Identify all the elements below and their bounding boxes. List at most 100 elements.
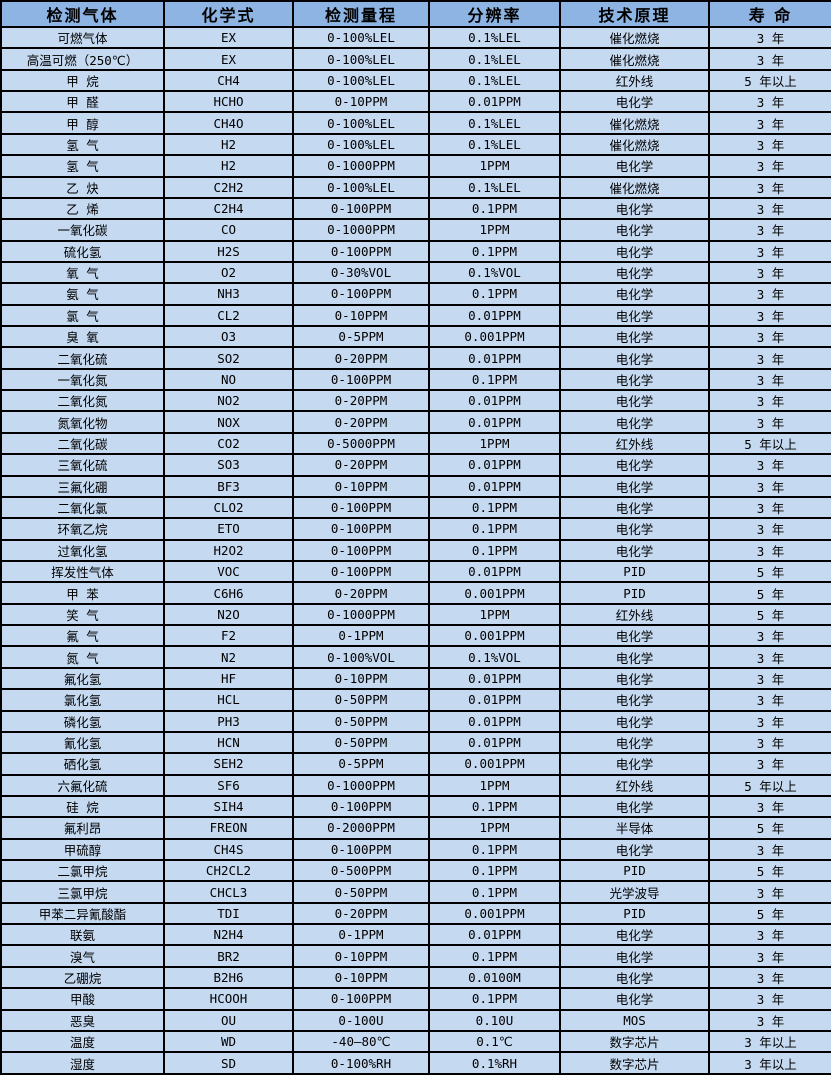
table-row: 甲硫醇 CH4S 0-100PPM 0.1PPM 电化学 3 年 (0, 837, 831, 862)
table-row: 氮氧化物 NOX 0-20PPM 0.01PPM 电化学 3 年 (0, 410, 831, 434)
cell-range: 0-100%RH (292, 1051, 430, 1075)
cell-life: 5 年以上 (708, 431, 831, 456)
cell-range: 0-100PPM (292, 837, 430, 862)
cell-gas: 氟 气 (0, 624, 165, 648)
cell-gas: 过氧化氢 (0, 538, 165, 563)
cell-principle: 光学波导 (559, 880, 710, 904)
cell-gas: 温度 (0, 1029, 165, 1054)
cell-principle: 电化学 (559, 453, 710, 477)
cell-life: 3 年 (708, 132, 831, 157)
cell-formula: WD (163, 1029, 294, 1054)
cell-range: 0-20PPM (292, 389, 430, 413)
cell-formula: O2 (163, 260, 294, 285)
cell-resolution: 1PPM (428, 431, 561, 456)
table-row: 一氧化碳 CO 0-1000PPM 1PPM 电化学 3 年 (0, 218, 831, 242)
cell-gas: 氮 气 (0, 645, 165, 669)
table-row: 氨 气 NH3 0-100PPM 0.1PPM 电化学 3 年 (0, 282, 831, 306)
table-row: 甲 醛 HCHO 0-10PPM 0.01PPM 电化学 3 年 (0, 90, 831, 114)
cell-principle: 电化学 (559, 730, 710, 755)
table-row: 磷化氢 PH3 0-50PPM 0.01PPM 电化学 3 年 (0, 709, 831, 733)
cell-formula: HCL (163, 688, 294, 712)
cell-gas: 二氯甲烷 (0, 858, 165, 883)
cell-resolution: 0.1PPM (428, 196, 561, 221)
column-header-range: 检测量程 (292, 0, 430, 28)
cell-gas: 氟利昂 (0, 816, 165, 840)
cell-range: 0-1PPM (292, 923, 430, 947)
cell-gas: 硅 烷 (0, 794, 165, 819)
cell-principle: 电化学 (559, 688, 710, 712)
cell-gas: 六氟化硫 (0, 773, 165, 797)
cell-life: 3 年 (708, 346, 831, 370)
cell-gas: 挥发性气体 (0, 559, 165, 584)
cell-range: 0-10PPM (292, 90, 430, 114)
cell-range: 0-50PPM (292, 880, 430, 904)
cell-formula: C6H6 (163, 581, 294, 605)
cell-gas: 二氧化氮 (0, 389, 165, 413)
cell-life: 5 年 (708, 816, 831, 840)
cell-resolution: 0.01PPM (428, 410, 561, 434)
column-header-resolution: 分辨率 (428, 0, 561, 28)
cell-range: 0-100PPM (292, 538, 430, 563)
cell-formula: CH2CL2 (163, 858, 294, 883)
cell-resolution: 0.1%LEL (428, 175, 561, 199)
table-row: 硒化氢 SEH2 0-5PPM 0.001PPM 电化学 3 年 (0, 752, 831, 776)
cell-resolution: 1PPM (428, 602, 561, 627)
table-row: 甲 醇 CH4O 0-100%LEL 0.1%LEL 催化燃烧 3 年 (0, 111, 831, 135)
cell-gas: 氯 气 (0, 303, 165, 328)
cell-formula: CO2 (163, 431, 294, 456)
cell-principle: 电化学 (559, 624, 710, 648)
cell-resolution: 0.01PPM (428, 666, 561, 691)
cell-gas: 氟化氢 (0, 666, 165, 691)
cell-formula: CL2 (163, 303, 294, 328)
cell-formula: N2O (163, 602, 294, 627)
cell-life: 3 年 (708, 688, 831, 712)
cell-principle: 电化学 (559, 944, 710, 968)
table-row: 二氧化碳 CO2 0-5000PPM 1PPM 红外线 5 年以上 (0, 431, 831, 456)
cell-life: 3 年 (708, 794, 831, 819)
cell-gas: 可燃气体 (0, 25, 165, 50)
table-row: 硅 烷 SIH4 0-100PPM 0.1PPM 电化学 3 年 (0, 794, 831, 819)
column-header-life: 寿 命 (708, 0, 831, 28)
cell-range: 0-100%LEL (292, 132, 430, 157)
table-row: 氧 气 O2 0-30%VOL 0.1%VOL 电化学 3 年 (0, 260, 831, 285)
cell-resolution: 0.1%LEL (428, 68, 561, 93)
cell-formula: TDI (163, 901, 294, 926)
cell-life: 3 年 (708, 196, 831, 221)
cell-gas: 联氨 (0, 923, 165, 947)
cell-formula: H2S (163, 239, 294, 263)
cell-range: 0-100U (292, 1008, 430, 1032)
cell-range: 0-20PPM (292, 346, 430, 370)
table-row: 高温可燃（250℃） EX 0-100%LEL 0.1%LEL 催化燃烧 3 年 (0, 47, 831, 71)
cell-gas: 氰化氢 (0, 730, 165, 755)
cell-range: 0-100PPM (292, 987, 430, 1011)
cell-life: 3 年 (708, 90, 831, 114)
cell-gas: 甲 醛 (0, 90, 165, 114)
cell-resolution: 0.1PPM (428, 282, 561, 306)
cell-gas: 三氯甲烷 (0, 880, 165, 904)
cell-range: 0-1000PPM (292, 218, 430, 242)
cell-life: 3 年 (708, 730, 831, 755)
cell-formula: BR2 (163, 944, 294, 968)
cell-life: 3 年 (708, 944, 831, 968)
cell-life: 3 年 (708, 923, 831, 947)
cell-range: 0-100%LEL (292, 111, 430, 135)
cell-gas: 甲 醇 (0, 111, 165, 135)
cell-life: 5 年以上 (708, 773, 831, 797)
table-row: 硫化氢 H2S 0-100PPM 0.1PPM 电化学 3 年 (0, 239, 831, 263)
cell-resolution: 0.01PPM (428, 474, 561, 498)
cell-range: 0-1000PPM (292, 773, 430, 797)
cell-principle: 催化燃烧 (559, 111, 710, 135)
cell-formula: CH4 (163, 68, 294, 93)
cell-range: -40—80℃ (292, 1029, 430, 1054)
cell-formula: N2H4 (163, 923, 294, 947)
table-row: 甲酸 HCOOH 0-100PPM 0.1PPM 电化学 3 年 (0, 987, 831, 1011)
cell-range: 0-100%VOL (292, 645, 430, 669)
cell-principle: 电化学 (559, 965, 710, 990)
cell-principle: 电化学 (559, 709, 710, 733)
cell-range: 0-20PPM (292, 410, 430, 434)
cell-life: 5 年 (708, 581, 831, 605)
cell-resolution: 0.01PPM (428, 709, 561, 733)
cell-life: 5 年 (708, 602, 831, 627)
cell-gas: 硒化氢 (0, 752, 165, 776)
cell-range: 0-100PPM (292, 495, 430, 520)
